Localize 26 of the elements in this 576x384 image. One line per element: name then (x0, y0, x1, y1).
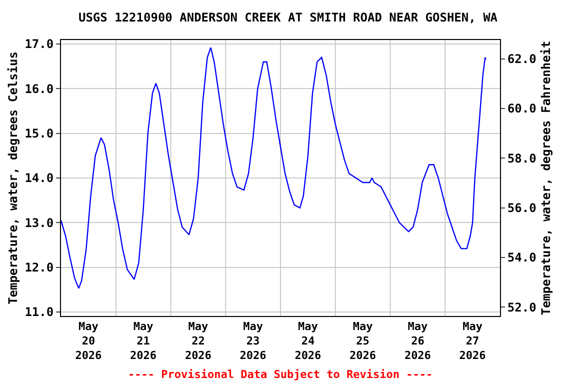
x-tick-label: May 24 2026 (294, 320, 322, 362)
y-tick-label: 17.0 (24, 37, 54, 52)
y2-axis-title: Temperature, water, degrees Fahrenheit (539, 40, 554, 316)
y-tick-label: 13.0 (24, 216, 54, 230)
x-tick-label: May 23 2026 (240, 320, 267, 362)
x-tick-label: May 21 2026 (130, 320, 157, 362)
y-axis-title: Temperature, water, degrees Celsius (6, 52, 20, 304)
y2-tick-label: 62.0 (507, 52, 536, 66)
x-tick-label: May 26 2026 (404, 320, 432, 362)
x-tick-label: May 27 2026 (459, 320, 486, 362)
y2-tick-label: 58.0 (507, 151, 536, 166)
y2-tick-label: 52.0 (507, 300, 536, 314)
x-tick-label: May 20 2026 (75, 320, 102, 362)
x-tick-label: May 25 2026 (350, 320, 376, 362)
y-tick-label: 15.0 (24, 126, 54, 141)
y-tick-label: 16.0 (24, 82, 54, 96)
y2-tick-label: 54.0 (507, 250, 536, 265)
chart-title: USGS 12210900 ANDERSON CREEK AT SMITH ROAD NEAR GOSHEN, WA (78, 10, 498, 24)
y-tick-label: 11.0 (24, 305, 54, 320)
y2-tick-label: 60.0 (507, 102, 536, 116)
x-tick-label: May 22 2026 (184, 320, 212, 362)
text: ---- Provisional Data Subject to Revision ---- (128, 368, 433, 381)
y2-tick-label: 56.0 (507, 200, 536, 215)
y-tick-label: 12.0 (24, 260, 54, 275)
y-tick-label: 14.0 (24, 171, 54, 186)
line-series (61, 46, 486, 289)
